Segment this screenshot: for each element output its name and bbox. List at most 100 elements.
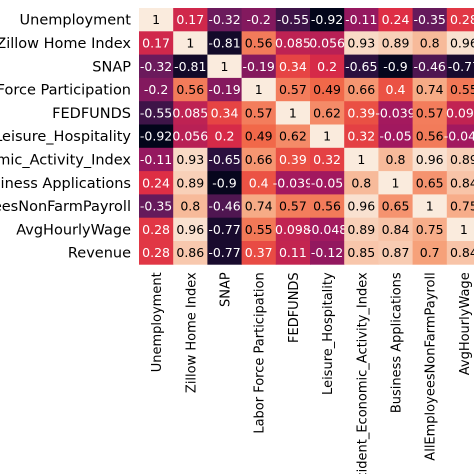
cell-annotation: 0.85 <box>347 245 375 260</box>
heatmap-cell <box>207 54 242 79</box>
cell-annotation: 0.39 <box>347 105 375 120</box>
cell-annotation: 0.75 <box>416 222 444 237</box>
cell-annotation: 0.57 <box>245 105 273 120</box>
cell-annotation: 0.24 <box>142 175 170 190</box>
heatmap-cell <box>207 31 242 55</box>
heatmap-cell <box>310 217 345 242</box>
heatmap-cell <box>173 8 208 32</box>
cell-annotation: 0.34 <box>279 59 307 74</box>
row-tick-label: AvgHourlyWage <box>16 222 131 238</box>
cell-annotation: -0.81 <box>208 35 240 50</box>
heatmap-cell <box>344 31 379 55</box>
heatmap-cell <box>241 217 277 242</box>
heatmap-cell <box>446 8 474 32</box>
cell-annotation: 0.056 <box>309 35 345 50</box>
heatmap-cell <box>344 241 379 265</box>
cell-annotation: 0.56 <box>176 82 204 97</box>
cell-annotation: 0.11 <box>279 245 307 260</box>
cell-annotation: 0.28 <box>450 12 474 27</box>
heatmap-cell <box>139 77 174 102</box>
cell-annotation: 1 <box>460 222 468 237</box>
heatmap-cell <box>275 101 311 125</box>
cell-annotation: 0.098 <box>275 222 311 237</box>
heatmap-cell <box>207 101 242 125</box>
heatmap-cell <box>139 241 174 265</box>
heatmap-cell <box>378 101 413 125</box>
heatmap-cell <box>310 54 345 79</box>
heatmap-cell <box>310 124 345 149</box>
heatmap-cell <box>241 147 277 172</box>
cell-annotation: 0.49 <box>245 129 273 144</box>
heatmap-cell <box>139 124 174 149</box>
row-tick-label: usiness Applications <box>0 176 131 192</box>
heatmap-cell <box>207 217 242 242</box>
column-tick-label: Leisure_Hospitality <box>321 272 336 395</box>
cell-annotation: 1 <box>357 152 365 167</box>
row-tick-label: SNAP <box>92 59 131 75</box>
cell-annotation: 1 <box>221 59 229 74</box>
heatmap-cell <box>446 101 474 125</box>
heatmap-cell <box>446 194 474 219</box>
heatmap-cell <box>275 241 311 265</box>
cell-annotation: 0.87 <box>382 245 410 260</box>
heatmap-cell <box>310 77 345 102</box>
heatmap-cell <box>412 241 448 265</box>
heatmap-cell <box>275 124 311 149</box>
heatmap-cell <box>139 171 174 195</box>
heatmap-cell <box>241 241 277 265</box>
heatmap-cell <box>241 171 277 195</box>
cell-annotation: -0.9 <box>212 175 236 190</box>
heatmap-cell <box>310 31 345 55</box>
cell-annotation: -0.9 <box>383 59 407 74</box>
cell-annotation: -0.77 <box>448 59 474 74</box>
heatmap-cell <box>207 124 242 149</box>
heatmap-cell <box>173 217 208 242</box>
cell-annotation: 0.2 <box>215 129 235 144</box>
heatmap-cell <box>412 147 448 172</box>
cell-annotation: -0.05 <box>311 175 343 190</box>
cell-annotation: 0.74 <box>245 199 273 214</box>
heatmap-cell <box>139 217 174 242</box>
column-tick-label: AvgHourlyWage <box>458 272 473 375</box>
heatmap-cell <box>412 101 448 125</box>
cell-annotation: 0.62 <box>313 105 341 120</box>
cell-annotation: -0.048 <box>307 222 347 237</box>
cell-annotation: -0.35 <box>414 12 446 27</box>
heatmap-cell <box>173 241 208 265</box>
cell-annotation: -0.46 <box>208 199 240 214</box>
cell-annotation: 1 <box>392 175 400 190</box>
heatmap-cell <box>173 194 208 219</box>
heatmap-cell <box>378 217 413 242</box>
heatmap-cell <box>173 77 208 102</box>
heatmap-cell <box>446 241 474 265</box>
heatmap-cell <box>241 8 277 32</box>
cell-annotation: 0.56 <box>416 129 444 144</box>
column-tick-label: FEDFUNDS <box>287 272 302 343</box>
heatmap-cell <box>173 31 208 55</box>
cell-annotation: 0.39 <box>279 152 307 167</box>
heatmap-cell <box>275 31 311 55</box>
heatmap-cell <box>344 217 379 242</box>
row-labels: Unemployment Zillow Home Index SNAP Force P… <box>0 13 131 262</box>
heatmap-cell <box>310 101 345 125</box>
cell-annotation: 0.96 <box>450 35 474 50</box>
cell-annotation: 0.62 <box>279 129 307 144</box>
cell-annotation: 0.24 <box>382 12 410 27</box>
cell-annotation: 0.84 <box>450 245 474 260</box>
cell-annotation: 0.96 <box>347 199 375 214</box>
cell-annotation: 0.65 <box>382 199 410 214</box>
cell-annotation: -0.55 <box>140 105 172 120</box>
row-tick-label: Force Participation <box>0 83 131 99</box>
heatmap-cell <box>378 31 413 55</box>
heatmap-cell <box>378 77 413 102</box>
column-tick-label: Business Applications <box>390 272 405 413</box>
cell-annotation: -0.32 <box>140 59 172 74</box>
cell-annotation: 0.93 <box>347 35 375 50</box>
cell-annotation: -0.2 <box>247 12 271 27</box>
heatmap-cell <box>446 171 474 195</box>
heatmap-cell <box>241 101 277 125</box>
cell-annotation: -0.048 <box>444 129 474 144</box>
heatmap-cell <box>207 77 242 102</box>
heatmap-cell <box>241 54 277 79</box>
cell-annotation: -0.65 <box>208 152 240 167</box>
